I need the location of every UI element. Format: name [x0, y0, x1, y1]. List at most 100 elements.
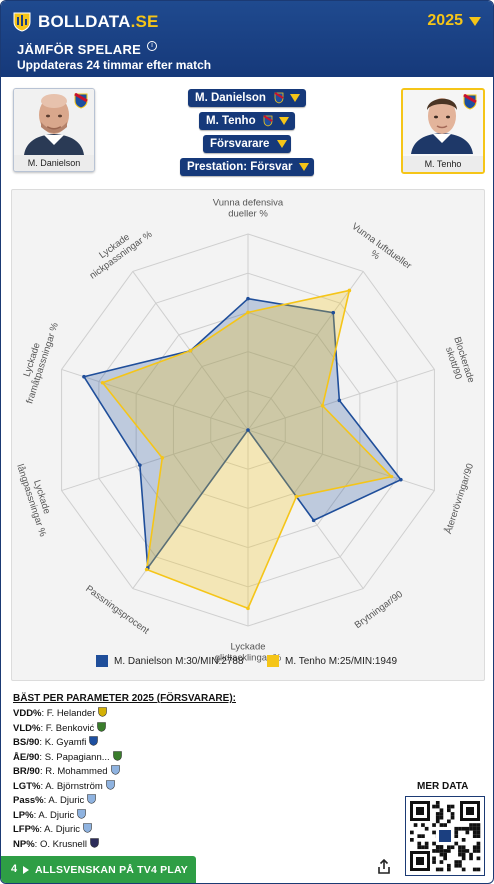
qr-module [469, 856, 473, 861]
qr-module [476, 830, 481, 835]
club-badge-icon [110, 765, 120, 775]
chevron-down-icon [290, 94, 300, 102]
best-row-player: F. Benković [45, 722, 95, 734]
best-row-player: R. Mohammed [45, 766, 108, 777]
radar-chart: Vunna defensiva dueller % Vunna luftduelle… [11, 189, 485, 681]
qr-module [458, 852, 462, 857]
best-row[interactable]: BS/90: K. Gyamfi [13, 736, 99, 750]
header: BOLLDATA.SE 2025 JÄMFÖR SPELARE i Uppdat… [1, 1, 493, 77]
qr-module [458, 849, 462, 853]
qr-module [450, 815, 455, 820]
qr-module [413, 823, 418, 827]
radar-point-series-2 [160, 456, 165, 460]
qr-finder-core [416, 807, 424, 815]
club-badge-icon [97, 721, 107, 732]
qr-module [447, 845, 451, 850]
qr-module [461, 849, 466, 853]
best-row[interactable]: BR/90: R. Mohammed [13, 765, 120, 779]
best-row[interactable]: NP%: O. Krusnell [13, 837, 99, 852]
qr-module [432, 804, 436, 809]
mode-select[interactable]: Prestation: Försvar [180, 158, 314, 176]
legend-swatch-1 [96, 655, 108, 667]
legend-label-2: M. Tenho M:25/MIN:1949 [285, 656, 398, 667]
radar-point-series-1 [337, 398, 342, 403]
club-badge-icon [110, 765, 120, 775]
player1-select-value: M. Danielson [195, 92, 266, 104]
radar-point-series-1 [82, 374, 86, 379]
best-row[interactable]: LFP%: A. Djuric [13, 823, 92, 837]
radar-point-series-2 [294, 494, 299, 499]
qr-module [461, 845, 466, 850]
club-badge-icon [105, 779, 115, 790]
axis-label-line: Lyckade [230, 642, 265, 653]
qr-module [461, 867, 466, 872]
best-row[interactable]: ÅE/90: S. Papagiann... [13, 750, 122, 765]
club-badge-icon [74, 93, 88, 109]
qr-module [443, 823, 447, 827]
qr-module [439, 815, 444, 820]
tv4-play-banner[interactable]: 4 ALLSVENSKAN PÅ TV4 PLAY [1, 856, 196, 883]
club-badge-icon [89, 736, 99, 746]
qr-module [454, 841, 459, 846]
qr-module [472, 834, 477, 838]
player2-select[interactable]: M. Tenho [199, 112, 295, 130]
qr-module [435, 804, 440, 809]
qr-module [458, 863, 462, 868]
qr-module [443, 849, 447, 853]
best-row[interactable]: LGT%: A. Björnström [13, 779, 115, 794]
share-icon[interactable] [377, 859, 391, 875]
position-select[interactable]: Försvarare [203, 135, 291, 153]
qr-module [439, 845, 444, 850]
best-row-key: ÅE/90 [13, 751, 40, 763]
chevron-down-icon [279, 117, 289, 125]
best-row-key: LGT% [13, 780, 41, 792]
chevron-down-icon[interactable] [469, 17, 481, 26]
qr-module [458, 845, 462, 850]
radar-point-series-1 [246, 428, 250, 432]
axis-label: Vunna luftdueller% [350, 221, 414, 272]
best-row[interactable]: VDD%: F. Helander [13, 707, 108, 721]
qr-finder-core [416, 857, 424, 865]
axis-label-line: dueller % [228, 209, 268, 220]
qr-module [439, 867, 444, 872]
brand-logo[interactable]: BOLLDATA.SE [38, 12, 159, 32]
player1-select[interactable]: M. Danielson [188, 89, 306, 107]
qr-module [472, 826, 477, 831]
best-row-player: A. Djuric [44, 824, 81, 835]
qr-module [472, 823, 477, 827]
info-icon[interactable]: i [147, 41, 157, 51]
axis-label: Återerövringar/90 [443, 462, 476, 535]
best-row-player: A. Djuric [48, 795, 85, 806]
player-name-left: M. Danielson [14, 155, 94, 171]
legend-label-1: M. Danielson M:30/MIN:2788 [114, 656, 244, 667]
qr-module [447, 849, 451, 853]
radar-point-series-1 [311, 518, 316, 523]
qr-module [476, 826, 481, 831]
qr-module [421, 834, 425, 838]
page-subtitle: Uppdateras 24 timmar efter match [17, 58, 212, 72]
radar-grid-spoke [247, 429, 435, 492]
best-row-key: LFP% [13, 824, 40, 835]
club-badge-icon [98, 707, 108, 717]
chevron-down-icon [299, 163, 309, 171]
best-row[interactable]: LP%: A. Djuric [13, 808, 87, 823]
qr-module [443, 856, 447, 861]
qr-module [439, 849, 444, 853]
qr-code-icon[interactable] [405, 796, 485, 876]
best-row[interactable]: Pass%: A. Djuric [13, 794, 97, 808]
player-card-left[interactable]: M. Danielson [13, 88, 95, 172]
qr-module [472, 867, 477, 872]
qr-module [410, 830, 414, 835]
season-select[interactable]: 2025 [427, 12, 463, 29]
mode-select-value: Prestation: Försvar [187, 161, 293, 173]
qr-module [450, 812, 455, 816]
qr-module [454, 830, 459, 835]
best-row-separator: : [41, 708, 47, 719]
player-card-right[interactable]: M. Tenho [401, 88, 485, 174]
best-row[interactable]: VLD%: F. Benković [13, 721, 107, 736]
qr-module [424, 845, 429, 850]
